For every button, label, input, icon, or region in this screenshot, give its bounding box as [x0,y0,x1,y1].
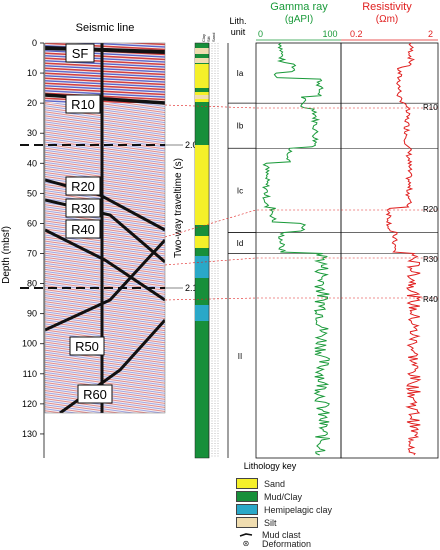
marker-label: R30 [423,255,438,264]
twt-tick-label: 2.1 [185,283,198,293]
lith-header-sand: Sand [211,33,216,42]
key-item-hemipelagic: Hemipelagic clay [236,503,332,516]
svg-text:R10: R10 [71,97,95,112]
lith-unit-label: Id [237,239,244,248]
key-item-sand: Sand [236,477,285,490]
depth-tick-label: 20 [27,98,37,108]
lith-unit-label: Ia [237,69,244,78]
svg-text:R60: R60 [83,387,107,402]
depth-tick-label: 50 [27,188,37,198]
hemipelagic-swatch [236,504,258,515]
lith-header-silt: Silt [206,36,211,42]
key-item-mud-clast: Mud clast [236,528,301,541]
lith-unit-label: Ic [237,186,243,195]
gamma-ray-panel: Gamma ray (gAPI) 0 100 [255,1,342,459]
svg-text:R30: R30 [71,201,95,216]
reflector-label-r20: R20 [65,176,101,196]
resistivity-max: 2 [428,29,433,39]
lithology-column: Clay Silt Sand [194,33,219,459]
depth-tick-label: 120 [22,399,37,409]
silt-swatch [236,517,258,528]
sand-swatch [236,478,258,489]
resistivity-panel: Resistivity (Ωm) 0.2 2 [340,1,439,459]
depth-tick-label: 0 [32,38,37,48]
depth-tick-label: 60 [27,218,37,228]
gamma-ray-min: 0 [258,29,263,39]
depth-tick-label: 80 [27,279,37,289]
depth-tick-label: 30 [27,128,37,138]
depth-tick-label: 130 [22,429,37,439]
resistivity-title: Resistivity [362,1,412,13]
svg-text:SF: SF [72,46,89,61]
twt-tick-label: 2.0 [185,140,198,150]
lithology-key-title: Lithology key [244,461,297,471]
lith-header-clay: Clay [201,34,206,42]
lith-unit-column: Lith. unit Ia Ib Ic Id II [227,16,438,458]
lith-unit-label: Ib [237,122,244,131]
depth-tick-label: 90 [27,309,37,319]
twt-axis-label: Two-way traveltime (s) [173,158,184,258]
deformation-icon: ⊛ [242,539,250,548]
key-item-mud-clay: Mud/Clay [236,490,302,503]
depth-tick-label: 40 [27,158,37,168]
seismic-title: Seismic line [76,22,135,34]
marker-label: R10 [423,103,438,112]
svg-text:R20: R20 [71,179,95,194]
depth-tick-label: 110 [23,369,37,379]
marker-label: R20 [423,205,438,214]
key-item-deformation: ⊛ Deformation [236,537,311,550]
gamma-ray-unit: (gAPI) [285,14,313,25]
marker-label: R40 [423,295,438,304]
reflector-label-r30: R30 [65,198,101,218]
depth-tick-label: 100 [22,339,37,349]
lith-unit-label: II [238,352,242,361]
resistivity-min: 0.2 [350,29,363,39]
svg-text:R40: R40 [71,222,95,237]
lith-unit-header-line1: Lith. [229,16,246,26]
depth-tick-label: 10 [27,68,37,78]
reflector-label-r50: R50 [69,336,105,356]
depth-tick-label: 70 [27,249,37,259]
seismic-panel: Seismic line 2.0 2.1 SF [20,22,198,414]
reflector-label-sf: SF [65,43,95,63]
key-item-silt: Silt [236,516,277,529]
reflector-label-r40: R40 [65,219,101,239]
depth-axis-label: Depth (mbsf) [1,226,12,284]
depth-axis: 0 10 20 30 40 50 60 70 80 90 100 110 120 130 Depth (m… [1,38,45,458]
reflector-label-r60: R60 [77,384,113,404]
mud-clay-swatch [236,491,258,502]
svg-text:R50: R50 [75,339,99,354]
gamma-ray-title: Gamma ray [270,1,328,13]
log-markers: R10 R20 R30 R40 [164,103,438,304]
mud-clast-icon [236,532,256,538]
lith-unit-header-line2: unit [231,27,246,37]
reflector-label-r10: R10 [65,94,101,114]
gamma-ray-max: 100 [322,29,337,39]
resistivity-unit: (Ωm) [376,14,398,25]
